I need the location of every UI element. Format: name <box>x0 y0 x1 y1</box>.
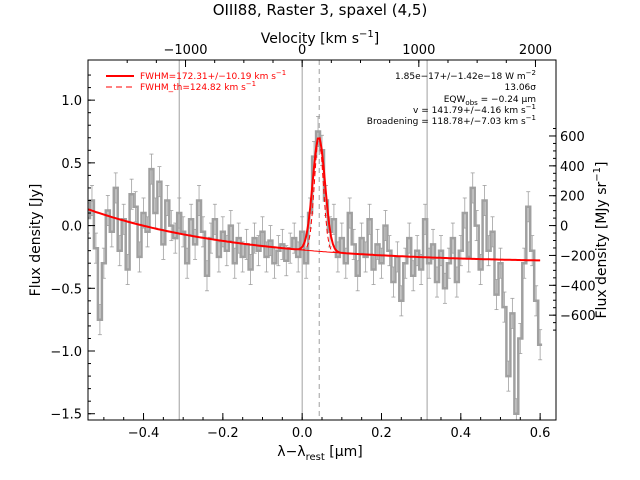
spectrum-line <box>88 130 543 415</box>
y-axis-label: Flux density [Jy] <box>28 184 44 297</box>
annotation-broadening: Broadening = 118.78+/−7.03 km s−1 <box>367 114 536 127</box>
total-fit-line <box>88 137 541 262</box>
right-tick-label-5: 400 <box>560 160 585 175</box>
top-tick-label-0: −1000 <box>164 43 208 58</box>
right-tick-label-4: 200 <box>560 190 585 205</box>
right-tick-label-3: 0 <box>560 220 568 235</box>
right-tick-label-1: −400 <box>560 279 596 294</box>
x-tick-label-4: 0.4 <box>450 426 471 441</box>
top-x-axis-label: Velocity [km s−1] <box>261 29 380 47</box>
x-tick-label-3: 0.2 <box>371 426 392 441</box>
y-tick-label-4: 0.5 <box>61 157 82 172</box>
x-tick-label-2: 0.0 <box>292 426 313 441</box>
top-tick-label-1: 0 <box>298 43 306 58</box>
x-tick-label-1: −0.2 <box>207 426 239 441</box>
annotation-flux: 1.85e−17+/−1.42e−18 W m−2 <box>395 69 536 82</box>
plot-area: −0.4 −0.2 0.0 0.2 0.4 0.6 −1.5 −1.0 −0.5 0.0 0.5 1.… <box>50 43 595 441</box>
right-tick-label-2: −200 <box>560 249 596 264</box>
top-tick-label-2: 1000 <box>402 43 435 58</box>
annotation-velocity: v = 141.79+/−4.16 km s−1 <box>413 103 536 116</box>
y-tick-label-2: −0.5 <box>50 282 82 297</box>
y-tick-label-5: 1.0 <box>61 94 82 109</box>
x-tick-label-0: −0.4 <box>128 426 160 441</box>
top-tick-label-3: 2000 <box>519 43 552 58</box>
x-axis-label: λ−λrest [μm] <box>277 444 362 463</box>
x-tick-label-5: 0.6 <box>530 426 551 441</box>
right-tick-label-6: 600 <box>560 130 585 145</box>
legend-label-fwhm: FWHM=172.31+/−10.19 km s−1 <box>140 69 286 82</box>
fit-annotations: 1.85e−17+/−1.42e−18 W m−2 13.06σ EQWobs … <box>367 69 536 127</box>
right-y-axis-label: Flux density [MJy sr−1] <box>592 161 610 318</box>
legend: FWHM=172.31+/−10.19 km s−1 FWHM_th=124.8… <box>106 69 286 93</box>
y-tick-label-1: −1.0 <box>50 345 82 360</box>
legend-label-fwhm-th: FWHM_th=124.82 km s−1 <box>140 80 256 93</box>
right-tick-label-0: −600 <box>560 309 596 324</box>
annotation-sigma: 13.06σ <box>505 83 537 93</box>
data-layer <box>88 60 543 420</box>
y-tick-label-0: −1.5 <box>50 408 82 423</box>
y-tick-label-3: 0.0 <box>61 220 82 235</box>
chart-title: OIII88, Raster 3, spaxel (4,5) <box>213 1 428 19</box>
annotation-eqw: EQWobs = −0.24 μm <box>444 95 536 107</box>
